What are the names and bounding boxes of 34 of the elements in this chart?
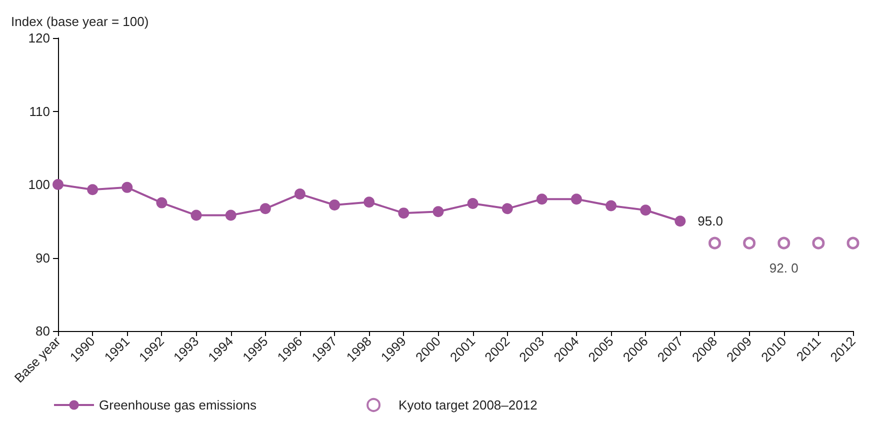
- data-label: 95.0: [698, 214, 723, 229]
- point: [606, 200, 617, 212]
- y-tick-label: 100: [28, 177, 50, 192]
- point: [640, 204, 652, 216]
- point: [364, 196, 375, 208]
- point: [329, 200, 340, 211]
- point: [260, 203, 271, 214]
- point: [467, 198, 478, 210]
- y-tick-label: 120: [28, 30, 50, 46]
- point: [674, 216, 686, 227]
- point: [225, 210, 236, 221]
- y-axis-title: Index (base year = 100): [11, 14, 149, 29]
- point: [294, 188, 306, 200]
- point: [708, 236, 721, 250]
- point: [156, 197, 168, 208]
- point: [122, 182, 133, 193]
- legend-label: Greenhouse gas emissions: [99, 398, 258, 412]
- point: [432, 206, 444, 218]
- point: [536, 194, 548, 205]
- y-tick-label: 110: [29, 104, 50, 119]
- y-tick-label: 90: [36, 250, 50, 266]
- legend-label: Kyoto target 2008–2012: [398, 398, 538, 412]
- point: [812, 236, 825, 250]
- point: [502, 203, 513, 214]
- point: [190, 210, 202, 221]
- point: [52, 179, 64, 190]
- y-tick-label: 80: [36, 324, 50, 338]
- point: [743, 236, 756, 250]
- point: [570, 194, 582, 205]
- point: [778, 236, 790, 250]
- data-label: 92. 0: [769, 260, 798, 276]
- point: [398, 208, 410, 219]
- point: [87, 184, 98, 196]
- point: [846, 236, 860, 250]
